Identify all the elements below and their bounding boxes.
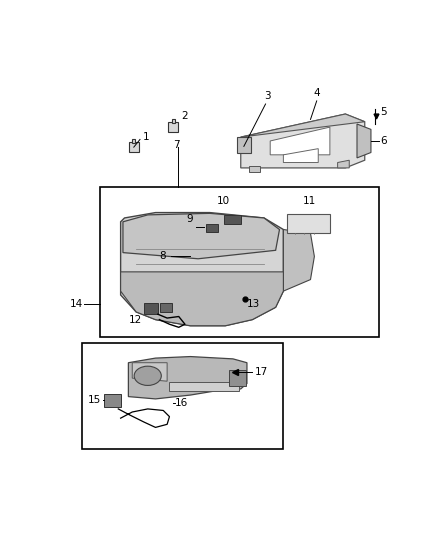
Bar [287,214,330,233]
Bar [224,215,241,224]
Text: 8: 8 [159,252,166,262]
Polygon shape [283,230,314,291]
Text: 5: 5 [380,107,387,117]
Bar [82,343,283,449]
Bar [168,122,178,132]
Bar [160,303,172,312]
Polygon shape [338,160,349,168]
Polygon shape [123,213,279,259]
Polygon shape [128,357,247,399]
Text: 1: 1 [142,132,149,142]
Text: 3: 3 [264,91,270,101]
Bar [144,303,158,314]
Bar [206,224,218,232]
Bar [100,187,379,337]
Polygon shape [241,114,365,137]
Polygon shape [120,213,283,326]
Text: 17: 17 [255,367,268,377]
Bar [132,139,135,143]
Text: 16: 16 [175,398,188,408]
Text: 12: 12 [129,314,142,325]
Text: 7: 7 [173,140,180,150]
Text: 9: 9 [186,214,193,224]
Polygon shape [248,166,260,172]
Polygon shape [357,124,371,158]
Bar [170,382,239,391]
Text: 4: 4 [313,88,320,98]
Bar [129,142,139,152]
Text: 15: 15 [88,394,101,405]
Polygon shape [120,272,283,326]
Bar [172,119,175,123]
Polygon shape [283,149,318,163]
Bar [103,394,120,407]
Text: 13: 13 [247,299,260,309]
Ellipse shape [134,366,161,385]
Polygon shape [270,127,330,155]
Text: 2: 2 [181,111,188,122]
Bar [229,370,246,386]
Text: 11: 11 [302,196,315,206]
Polygon shape [132,363,167,381]
Text: 6: 6 [380,136,387,146]
Polygon shape [241,114,365,168]
Bar [237,137,251,152]
Text: 10: 10 [217,196,230,206]
Text: 14: 14 [70,299,84,309]
